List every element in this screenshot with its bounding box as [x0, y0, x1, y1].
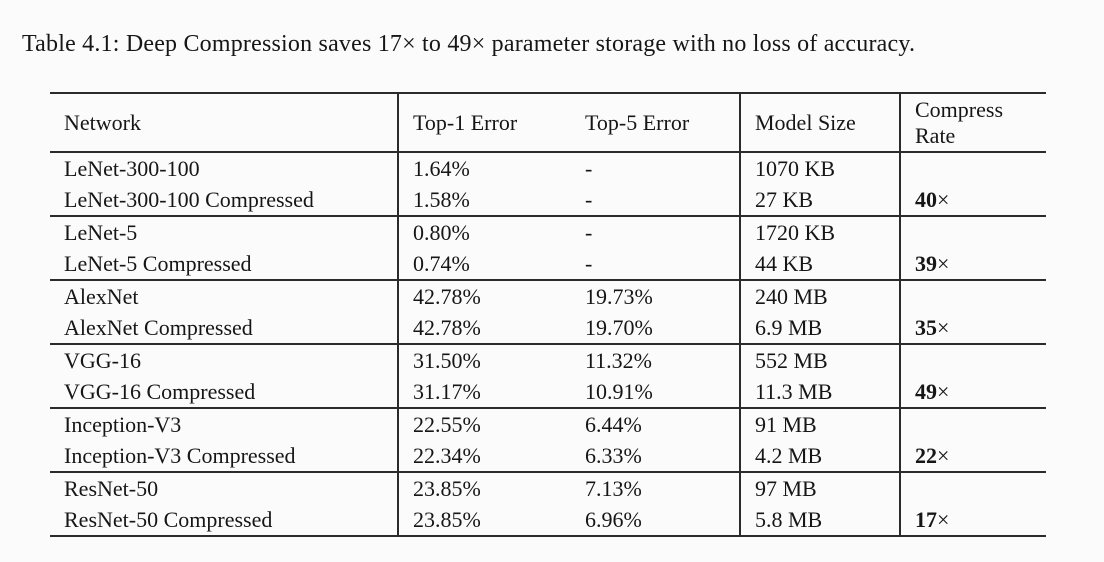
header-top1-error: Top-1 Error [397, 93, 565, 153]
top1-cell: 0.74% [397, 248, 565, 280]
top5-cell: 10.91% [585, 379, 653, 404]
table-row: ResNet-50 23.85% 7.13% 97 MB [50, 472, 1046, 504]
group-alexnet: AlexNet 42.78% 19.73% 240 MB AlexNet Com… [50, 280, 1046, 344]
compress-rate-cell [899, 344, 1046, 376]
top5-cell: 6.33% [585, 443, 642, 468]
times-symbol: × [937, 315, 950, 340]
group-lenet-300-100: LeNet-300-100 1.64% - 1070 KB LeNet-300-… [50, 152, 1046, 216]
network-cell: LeNet-5 Compressed [64, 251, 252, 276]
model-size-cell: 1070 KB [739, 152, 900, 184]
network-cell: ResNet-50 [64, 476, 159, 501]
group-vgg-16: VGG-16 31.50% 11.32% 552 MB VGG-16 Compr… [50, 344, 1046, 408]
compress-rate-cell: 49× [899, 376, 1046, 408]
model-size-cell: 4.2 MB [739, 440, 900, 472]
rate-value: 17 [915, 507, 937, 532]
compression-results-table: Network Top-1 Error Top-5 Error Model Si… [50, 92, 1046, 537]
network-cell: VGG-16 Compressed [64, 379, 256, 404]
top1-cell: 22.34% [397, 440, 565, 472]
top1-cell: 42.78% [397, 280, 565, 312]
rate-value: 22 [915, 443, 937, 468]
compress-rate-cell: 17× [899, 504, 1046, 536]
table-row: LeNet-5 0.80% - 1720 KB [50, 216, 1046, 248]
top1-cell: 42.78% [397, 312, 565, 344]
compress-rate-cell: 35× [899, 312, 1046, 344]
top5-cell: 19.70% [585, 315, 653, 340]
model-size-cell: 552 MB [739, 344, 900, 376]
times-symbol: × [937, 443, 950, 468]
network-cell: LeNet-300-100 [64, 156, 200, 181]
header-network: Network [50, 93, 398, 153]
rate-value: 49 [915, 379, 937, 404]
model-size-cell: 5.8 MB [739, 504, 900, 536]
top5-cell: - [585, 220, 593, 245]
top5-cell: 11.32% [585, 348, 653, 373]
header-model-size: Model Size [739, 93, 900, 153]
model-size-cell: 1720 KB [739, 216, 900, 248]
rate-value: 35 [915, 315, 937, 340]
top5-cell: 7.13% [585, 476, 642, 501]
top5-cell: 6.44% [585, 412, 642, 437]
compress-rate-cell [899, 216, 1046, 248]
rate-value: 39 [915, 251, 937, 276]
model-size-cell: 27 KB [739, 184, 900, 216]
header-top5-error: Top-5 Error [565, 93, 740, 153]
model-size-cell: 6.9 MB [739, 312, 900, 344]
model-size-cell: 11.3 MB [739, 376, 900, 408]
top5-cell: - [585, 156, 593, 181]
top5-cell: - [585, 251, 593, 276]
network-cell: LeNet-5 [64, 220, 138, 245]
table-row: LeNet-5 Compressed 0.74% - 44 KB 39× [50, 248, 1046, 280]
top1-cell: 1.64% [397, 152, 565, 184]
network-cell: ResNet-50 Compressed [64, 507, 273, 532]
model-size-cell: 240 MB [739, 280, 900, 312]
network-cell: Inception-V3 Compressed [64, 443, 296, 468]
header-row: Network Top-1 Error Top-5 Error Model Si… [50, 93, 1046, 153]
table-caption: Table 4.1: Deep Compression saves 17× to… [22, 31, 916, 57]
network-cell: AlexNet Compressed [64, 315, 253, 340]
top5-cell: - [585, 187, 593, 212]
network-cell: AlexNet [64, 284, 139, 309]
rate-value: 40 [915, 187, 937, 212]
compress-rate-cell [899, 280, 1046, 312]
group-lenet-5: LeNet-5 0.80% - 1720 KB LeNet-5 Compress… [50, 216, 1046, 280]
compress-rate-cell: 39× [899, 248, 1046, 280]
compress-rate-cell [899, 472, 1046, 504]
network-cell: VGG-16 [64, 348, 141, 373]
table-row: Inception-V3 Compressed 22.34% 6.33% 4.2… [50, 440, 1046, 472]
table-row: AlexNet Compressed 42.78% 19.70% 6.9 MB … [50, 312, 1046, 344]
top1-cell: 22.55% [397, 408, 565, 440]
table-row: VGG-16 Compressed 31.17% 10.91% 11.3 MB … [50, 376, 1046, 408]
table-header: Network Top-1 Error Top-5 Error Model Si… [50, 93, 1046, 153]
table-row: VGG-16 31.50% 11.32% 552 MB [50, 344, 1046, 376]
top5-cell: 19.73% [585, 284, 653, 309]
compress-rate-cell [899, 408, 1046, 440]
group-inception-v3: Inception-V3 22.55% 6.44% 91 MB Inceptio… [50, 408, 1046, 472]
top1-cell: 31.17% [397, 376, 565, 408]
times-symbol: × [937, 251, 950, 276]
network-cell: LeNet-300-100 Compressed [64, 187, 314, 212]
table-row: ResNet-50 Compressed 23.85% 6.96% 5.8 MB… [50, 504, 1046, 536]
model-size-cell: 97 MB [739, 472, 900, 504]
model-size-cell: 91 MB [739, 408, 900, 440]
compress-rate-cell: 40× [899, 184, 1046, 216]
group-resnet-50: ResNet-50 23.85% 7.13% 97 MB ResNet-50 C… [50, 472, 1046, 536]
top1-cell: 23.85% [397, 472, 565, 504]
top5-cell: 6.96% [585, 507, 642, 532]
network-cell: Inception-V3 [64, 412, 182, 437]
times-symbol: × [937, 507, 950, 532]
times-symbol: × [937, 187, 950, 212]
times-symbol: × [937, 379, 950, 404]
table-row: LeNet-300-100 Compressed 1.58% - 27 KB 4… [50, 184, 1046, 216]
top1-cell: 1.58% [397, 184, 565, 216]
top1-cell: 0.80% [397, 216, 565, 248]
table-row: LeNet-300-100 1.64% - 1070 KB [50, 152, 1046, 184]
top1-cell: 23.85% [397, 504, 565, 536]
model-size-cell: 44 KB [739, 248, 900, 280]
compress-rate-cell [899, 152, 1046, 184]
table-row: Inception-V3 22.55% 6.44% 91 MB [50, 408, 1046, 440]
top1-cell: 31.50% [397, 344, 565, 376]
compress-rate-cell: 22× [899, 440, 1046, 472]
header-compress-rate: Compress Rate [899, 93, 1046, 153]
table-row: AlexNet 42.78% 19.73% 240 MB [50, 280, 1046, 312]
